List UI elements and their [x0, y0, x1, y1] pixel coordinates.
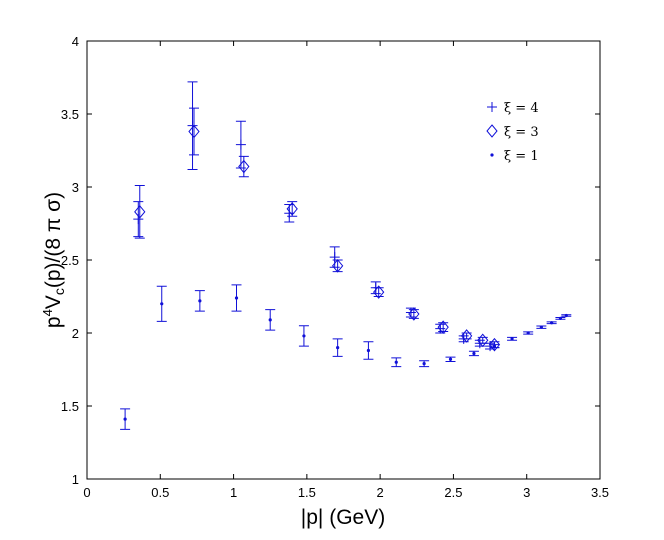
data-point	[472, 351, 476, 356]
data-point	[564, 313, 568, 318]
data-point	[123, 417, 127, 421]
y-tick-label: 3	[72, 180, 79, 195]
data-point	[234, 296, 239, 300]
error-bar	[238, 155, 249, 178]
legend-label: ξ = 4	[504, 101, 539, 116]
data-point	[550, 321, 554, 325]
series-layer	[120, 81, 572, 430]
data-point	[539, 325, 543, 329]
data-point	[238, 159, 250, 174]
y-tick-label: 4	[72, 34, 79, 49]
data-point	[366, 348, 371, 353]
error-bar	[438, 322, 449, 333]
data-point	[268, 318, 272, 322]
legend-marker	[487, 102, 497, 112]
error-bar	[477, 336, 488, 344]
y-tick-label: 2.5	[61, 253, 79, 268]
data-point	[558, 316, 563, 320]
data-point	[477, 333, 489, 348]
y-tick-label: 1.5	[61, 399, 79, 414]
error-bar	[461, 332, 472, 340]
legend-label: ξ = 3	[504, 125, 539, 140]
error-bar	[287, 201, 298, 217]
legend-marker	[490, 153, 494, 157]
data-point	[394, 360, 398, 364]
data-point	[336, 346, 340, 350]
y-tick-label: 1	[72, 472, 79, 487]
data-point	[188, 124, 200, 139]
data-point	[448, 357, 453, 361]
data-point	[408, 307, 420, 321]
data-point	[488, 337, 501, 352]
series-diamond	[134, 107, 501, 352]
data-point	[373, 285, 385, 299]
legend-marker	[486, 124, 498, 138]
x-tick-label: 2	[377, 485, 384, 500]
data-point	[302, 334, 306, 338]
x-tick-label: 1	[230, 485, 237, 500]
x-axis-title: |p| (GeV)	[301, 506, 385, 529]
data-point	[160, 302, 164, 306]
x-axis: 0 0.5 1 1.5 2 2.5 3 3.5	[83, 41, 609, 500]
error-bar	[188, 107, 199, 156]
data-point	[134, 205, 146, 219]
x-tick-label: 3	[523, 485, 530, 500]
data-point	[492, 344, 497, 348]
x-tick-label: 1.5	[298, 485, 316, 500]
error-bar	[134, 185, 145, 239]
x-tick-label: 2.5	[444, 485, 462, 500]
data-point	[437, 320, 449, 334]
x-tick-label: 3.5	[591, 485, 609, 500]
y-axis: 1 1.5 2 2.5 3 3.5 4	[61, 34, 600, 487]
data-point	[510, 337, 514, 341]
data-point	[198, 299, 202, 303]
data-point	[422, 362, 426, 366]
series-dot	[120, 284, 572, 430]
legend: ξ = 4 ξ = 3 ξ = 1	[486, 101, 539, 164]
error-bar	[373, 287, 384, 297]
y-tick-label: 3.5	[61, 107, 79, 122]
data-point	[286, 202, 298, 216]
plot-area	[86, 40, 601, 480]
legend-label: ξ = 1	[504, 149, 539, 164]
data-point	[460, 329, 473, 343]
error-bar	[408, 309, 419, 319]
data-point	[331, 259, 344, 273]
data-point	[526, 331, 530, 335]
data-point	[187, 120, 198, 131]
x-tick-label: 0	[83, 485, 90, 500]
x-tick-label: 0.5	[151, 485, 169, 500]
y-axis-title: p4Vc(p)/(8 π σ)	[40, 192, 67, 328]
data-point	[235, 139, 246, 150]
y-tick-label: 2	[72, 326, 79, 341]
